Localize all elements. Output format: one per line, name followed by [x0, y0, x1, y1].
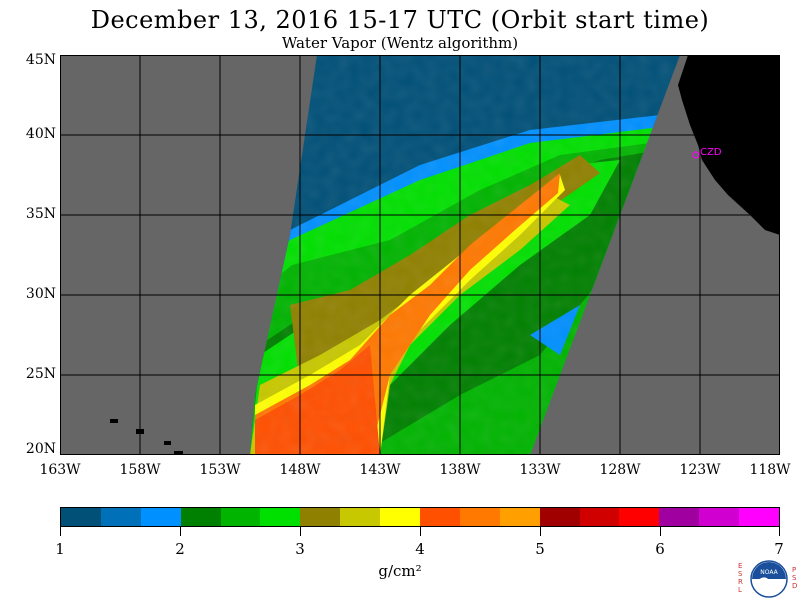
logo-left-letter: R: [738, 578, 743, 586]
lon-label-133w: 133W: [519, 462, 561, 478]
logo-left-letter: E: [738, 562, 743, 570]
colorbar-swatch: [180, 508, 221, 526]
logo-right-letter: P: [792, 566, 797, 574]
colorbar-swatch: [340, 508, 381, 526]
colorbar-tick: [420, 527, 421, 536]
lon-label-163w: 163W: [39, 462, 81, 478]
colorbar-label-2: 2: [175, 540, 185, 558]
page-subtitle: Water Vapor (Wentz algorithm): [281, 34, 519, 52]
noaa-logo: E S R L NOAA P S D: [738, 560, 798, 600]
logo-left-letter: L: [738, 586, 742, 594]
lon-label-138w: 138W: [439, 462, 481, 478]
map-frame: [60, 55, 780, 455]
lon-label-148w: 148W: [279, 462, 321, 478]
station-label: CZD: [700, 147, 722, 158]
colorbar-swatch: [220, 508, 261, 526]
lon-label-118w: 118W: [749, 462, 791, 478]
colorbar-label-3: 3: [295, 540, 305, 558]
lon-label-153w: 153W: [199, 462, 241, 478]
logo-text: NOAA: [760, 569, 778, 576]
lat-label-20n: 20N: [25, 441, 56, 457]
colorbar-swatch: [100, 508, 141, 526]
colorbar-swatch: [260, 508, 301, 526]
colorbar-tick: [300, 527, 301, 536]
lon-label-123w: 123W: [679, 462, 721, 478]
logo-right-letter: S: [792, 574, 797, 582]
colorbar-unit: g/cm²: [378, 562, 422, 580]
colorbar-label-4: 4: [415, 540, 425, 558]
colorbar-swatch: [61, 508, 101, 526]
colorbar-label-5: 5: [535, 540, 545, 558]
colorbar-tick: [660, 527, 661, 536]
colorbar-tick: [779, 527, 780, 536]
noaa-emblem-icon: NOAA: [750, 560, 788, 598]
colorbar-swatch: [699, 508, 740, 526]
water-vapor-map: CZD: [60, 55, 780, 455]
colorbar-swatch: [459, 508, 500, 526]
lat-label-30n: 30N: [25, 286, 56, 302]
colorbar-swatch: [739, 508, 780, 526]
lat-label-45n: 45N: [25, 52, 56, 68]
map-grid: [60, 55, 780, 455]
lon-label-158w: 158W: [119, 462, 161, 478]
colorbar-swatch: [420, 508, 460, 526]
colorbar-tick: [60, 527, 61, 536]
colorbar-swatch: [300, 508, 341, 526]
colorbar-swatch: [539, 508, 580, 526]
colorbar-swatch: [579, 508, 620, 526]
colorbar: [60, 507, 780, 527]
california-land: [678, 55, 780, 235]
logo-left-letter: S: [738, 570, 743, 578]
station-marker: [692, 151, 700, 159]
colorbar-label-6: 6: [655, 540, 665, 558]
colorbar-swatch: [499, 508, 540, 526]
colorbar-swatch: [659, 508, 700, 526]
colorbar-swatch: [619, 508, 660, 526]
colorbar-tick: [180, 527, 181, 536]
lat-label-35n: 35N: [25, 206, 56, 222]
lat-label-25n: 25N: [25, 366, 56, 382]
colorbar-tick: [540, 527, 541, 536]
lat-label-40n: 40N: [25, 126, 56, 142]
logo-right-letter: D: [792, 582, 798, 590]
lon-label-143w: 143W: [359, 462, 401, 478]
colorbar-label-1: 1: [55, 540, 65, 558]
colorbar-swatch: [380, 508, 421, 526]
lon-label-128w: 128W: [599, 462, 641, 478]
colorbar-label-7: 7: [774, 540, 784, 558]
page-title: December 13, 2016 15-17 UTC (Orbit start…: [90, 6, 710, 34]
colorbar-swatch: [140, 508, 181, 526]
